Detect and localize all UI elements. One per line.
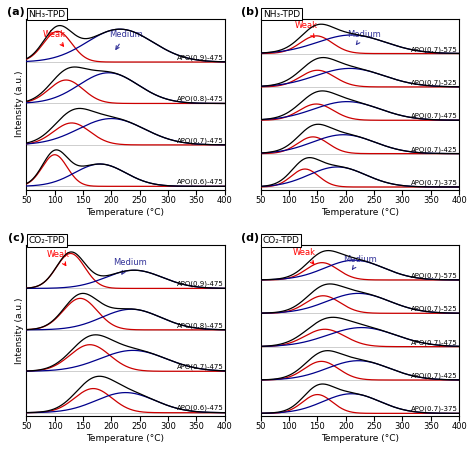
- Text: APO(0.9)-475: APO(0.9)-475: [177, 54, 224, 61]
- Text: Medium: Medium: [113, 258, 146, 274]
- Text: (c): (c): [8, 233, 24, 243]
- Text: Medium: Medium: [109, 30, 143, 50]
- X-axis label: Temperature (°C): Temperature (°C): [321, 207, 399, 216]
- X-axis label: Temperature (°C): Temperature (°C): [321, 434, 399, 443]
- Y-axis label: Intensity (a.u.): Intensity (a.u.): [15, 297, 24, 364]
- Text: APO(0.7)-575: APO(0.7)-575: [411, 46, 458, 53]
- Text: CO₂-TPD: CO₂-TPD: [28, 236, 65, 245]
- Text: APO(0.7)-475: APO(0.7)-475: [411, 339, 458, 346]
- Text: NH₃-TPD: NH₃-TPD: [28, 9, 65, 18]
- X-axis label: Temperature (°C): Temperature (°C): [87, 207, 164, 216]
- Y-axis label: Intensity (a.u.): Intensity (a.u.): [15, 71, 24, 137]
- Text: APO(0.6)-475: APO(0.6)-475: [177, 179, 224, 185]
- Text: CO₂-TPD: CO₂-TPD: [263, 236, 300, 245]
- Text: Weak: Weak: [43, 30, 65, 46]
- Text: APO(0.7)-375: APO(0.7)-375: [411, 180, 458, 186]
- Text: Weak: Weak: [46, 250, 70, 266]
- Text: APO(0.8)-475: APO(0.8)-475: [177, 322, 224, 328]
- Text: APO(0.7)-575: APO(0.7)-575: [411, 272, 458, 279]
- Text: APO(0.7)-475: APO(0.7)-475: [177, 137, 224, 144]
- Text: APO(0.7)-375: APO(0.7)-375: [411, 406, 458, 412]
- X-axis label: Temperature (°C): Temperature (°C): [87, 434, 164, 443]
- Text: (a): (a): [7, 7, 24, 17]
- Text: APO(0.7)-475: APO(0.7)-475: [411, 113, 458, 119]
- Text: APO(0.7)-475: APO(0.7)-475: [177, 364, 224, 370]
- Text: (b): (b): [241, 7, 259, 17]
- Text: Weak: Weak: [295, 22, 318, 37]
- Text: Medium: Medium: [347, 30, 381, 45]
- Text: Medium: Medium: [343, 255, 377, 269]
- Text: APO(0.7)-525: APO(0.7)-525: [411, 79, 458, 86]
- Text: (d): (d): [241, 233, 259, 243]
- Text: APO(0.7)-425: APO(0.7)-425: [411, 146, 458, 153]
- Text: APO(0.7)-425: APO(0.7)-425: [411, 373, 458, 379]
- Text: APO(0.9)-475: APO(0.9)-475: [177, 281, 224, 287]
- Text: NH₃-TPD: NH₃-TPD: [263, 9, 300, 18]
- Text: Weak: Weak: [293, 248, 316, 264]
- Text: APO(0.8)-475: APO(0.8)-475: [177, 96, 224, 102]
- Text: APO(0.7)-525: APO(0.7)-525: [411, 306, 458, 312]
- Text: APO(0.6)-475: APO(0.6)-475: [177, 405, 224, 411]
